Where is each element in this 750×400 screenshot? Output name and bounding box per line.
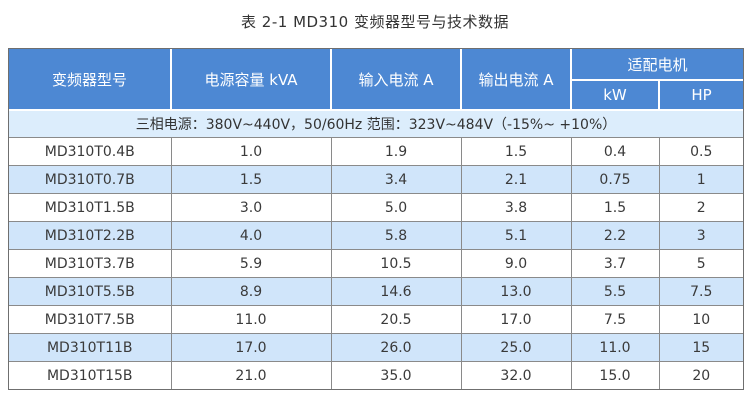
table-row: MD310T3.7B 5.9 10.5 9.0 3.7 5 bbox=[9, 249, 744, 278]
power-note: 三相电源：380V~440V，50/60Hz 范围：323V~484V（-15%… bbox=[9, 109, 744, 138]
cell-capacity-kva: 1.5 bbox=[170, 165, 332, 194]
cell-model: MD310T2.2B bbox=[9, 221, 172, 250]
cell-capacity-kva: 21.0 bbox=[170, 361, 332, 389]
cell-kw: 2.2 bbox=[570, 221, 660, 250]
page-title: 表 2-1 MD310 变频器型号与技术数据 bbox=[241, 13, 509, 31]
cell-kw: 7.5 bbox=[570, 305, 660, 334]
cell-model: MD310T15B bbox=[9, 361, 172, 389]
cell-model: MD310T0.7B bbox=[9, 165, 172, 194]
cell-model: MD310T1.5B bbox=[9, 193, 172, 222]
cell-input-current: 5.0 bbox=[330, 193, 462, 222]
cell-output-current: 1.5 bbox=[460, 137, 572, 166]
cell-capacity-kva: 4.0 bbox=[170, 221, 332, 250]
table-header: 变频器型号 电源容量 kVA 输入电流 A 输出电流 A 适配电机 kW HP bbox=[9, 49, 744, 111]
spec-table: 变频器型号 电源容量 kVA 输入电流 A 输出电流 A 适配电机 kW HP … bbox=[9, 49, 744, 389]
spec-table-container: 变频器型号 电源容量 kVA 输入电流 A 输出电流 A 适配电机 kW HP … bbox=[8, 48, 744, 390]
cell-model: MD310T11B bbox=[9, 333, 172, 362]
cell-output-current: 25.0 bbox=[460, 333, 572, 362]
table-row: MD310T11B 17.0 26.0 25.0 11.0 15 bbox=[9, 333, 744, 362]
cell-hp: 10 bbox=[658, 305, 744, 334]
cell-capacity-kva: 11.0 bbox=[170, 305, 332, 334]
cell-model: MD310T3.7B bbox=[9, 249, 172, 278]
cell-capacity-kva: 8.9 bbox=[170, 277, 332, 306]
cell-model: MD310T7.5B bbox=[9, 305, 172, 334]
cell-input-current: 10.5 bbox=[330, 249, 462, 278]
table-row: MD310T0.4B 1.0 1.9 1.5 0.4 0.5 bbox=[9, 137, 744, 166]
cell-input-current: 3.4 bbox=[330, 165, 462, 194]
cell-capacity-kva: 5.9 bbox=[170, 249, 332, 278]
cell-output-current: 3.8 bbox=[460, 193, 572, 222]
power-note-row: 三相电源：380V~440V，50/60Hz 范围：323V~484V（-15%… bbox=[9, 109, 744, 138]
cell-output-current: 9.0 bbox=[460, 249, 572, 278]
table-row: MD310T7.5B 11.0 20.5 17.0 7.5 10 bbox=[9, 305, 744, 334]
cell-input-current: 5.8 bbox=[330, 221, 462, 250]
cell-hp: 1 bbox=[658, 165, 744, 194]
column-header-model: 变频器型号 bbox=[9, 49, 172, 111]
cell-hp: 15 bbox=[658, 333, 744, 362]
column-header-hp: HP bbox=[657, 79, 744, 111]
cell-kw: 3.7 bbox=[570, 249, 660, 278]
cell-model: MD310T5.5B bbox=[9, 277, 172, 306]
cell-output-current: 5.1 bbox=[460, 221, 572, 250]
cell-hp: 3 bbox=[658, 221, 744, 250]
table-row: MD310T1.5B 3.0 5.0 3.8 1.5 2 bbox=[9, 193, 744, 222]
column-header-kw: kW bbox=[570, 79, 660, 111]
cell-capacity-kva: 17.0 bbox=[170, 333, 332, 362]
table-row: MD310T5.5B 8.9 14.6 13.0 5.5 7.5 bbox=[9, 277, 744, 306]
cell-kw: 5.5 bbox=[570, 277, 660, 306]
table-row: MD310T2.2B 4.0 5.8 5.1 2.2 3 bbox=[9, 221, 744, 250]
cell-output-current: 13.0 bbox=[460, 277, 572, 306]
cell-hp: 7.5 bbox=[658, 277, 744, 306]
cell-capacity-kva: 3.0 bbox=[170, 193, 332, 222]
cell-capacity-kva: 1.0 bbox=[170, 137, 332, 166]
cell-model: MD310T0.4B bbox=[9, 137, 172, 166]
table-body: 三相电源：380V~440V，50/60Hz 范围：323V~484V（-15%… bbox=[9, 109, 744, 389]
cell-input-current: 1.9 bbox=[330, 137, 462, 166]
cell-kw: 11.0 bbox=[570, 333, 660, 362]
cell-hp: 0.5 bbox=[658, 137, 744, 166]
cell-input-current: 14.6 bbox=[330, 277, 462, 306]
cell-input-current: 20.5 bbox=[330, 305, 462, 334]
column-group-adapted-motor: 适配电机 bbox=[569, 49, 744, 81]
table-row: MD310T0.7B 1.5 3.4 2.1 0.75 1 bbox=[9, 165, 744, 194]
cell-output-current: 17.0 bbox=[460, 305, 572, 334]
column-header-capacity-kva: 电源容量 kVA bbox=[170, 49, 332, 111]
column-header-output-current: 输出电流 A bbox=[460, 49, 572, 111]
cell-input-current: 35.0 bbox=[330, 361, 462, 389]
cell-hp: 20 bbox=[658, 361, 744, 389]
table-row: MD310T15B 21.0 35.0 32.0 15.0 20 bbox=[9, 361, 744, 389]
cell-output-current: 2.1 bbox=[460, 165, 572, 194]
cell-kw: 0.4 bbox=[570, 137, 660, 166]
cell-kw: 15.0 bbox=[570, 361, 660, 389]
cell-output-current: 32.0 bbox=[460, 361, 572, 389]
cell-hp: 2 bbox=[658, 193, 744, 222]
cell-kw: 0.75 bbox=[570, 165, 660, 194]
column-header-input-current: 输入电流 A bbox=[330, 49, 462, 111]
cell-hp: 5 bbox=[658, 249, 744, 278]
cell-kw: 1.5 bbox=[570, 193, 660, 222]
cell-input-current: 26.0 bbox=[330, 333, 462, 362]
